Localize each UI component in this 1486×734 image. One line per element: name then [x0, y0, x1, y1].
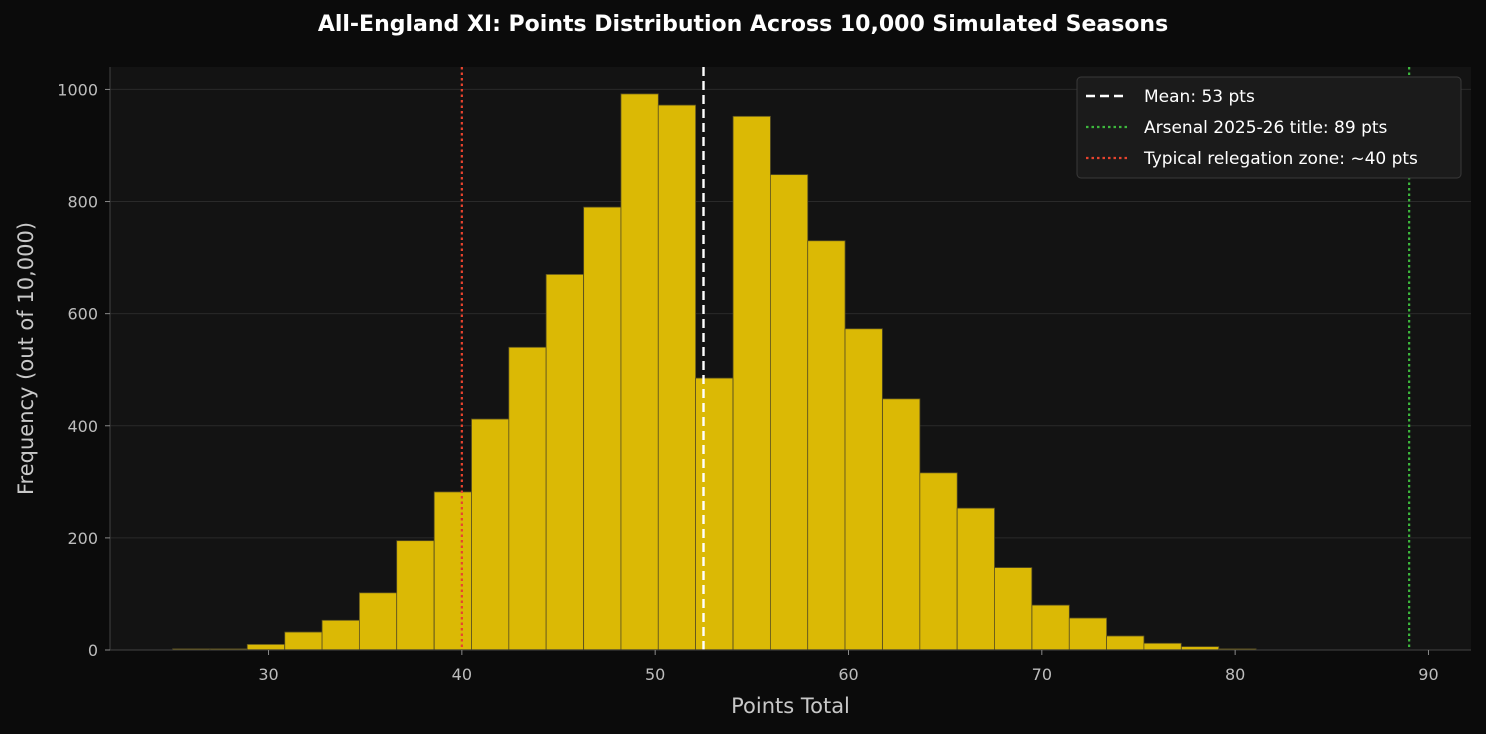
histogram-bar	[732, 115, 771, 651]
y-tick-label: 1000	[57, 80, 98, 99]
x-tick-label: 90	[1418, 665, 1438, 684]
x-axis-ticks: 30 40 50 60 70 80 90	[258, 650, 1439, 684]
histogram-bar	[1143, 642, 1182, 651]
histogram-bar	[769, 174, 809, 651]
histogram-bar	[882, 398, 921, 651]
x-tick-label: 50	[645, 665, 665, 684]
histogram-bar	[246, 643, 286, 651]
axes	[109, 67, 1471, 651]
histogram-bar	[508, 346, 547, 651]
histogram-bar	[657, 104, 697, 651]
histogram-bar	[1068, 617, 1108, 651]
legend-items: Mean: 53 pts Arsenal 2025-26 title: 89 pt…	[1086, 87, 1418, 169]
x-tick-label: 70	[1032, 665, 1052, 684]
histogram-bar	[807, 240, 846, 651]
histogram-bar	[433, 491, 472, 651]
reference-lines	[460, 67, 1411, 650]
chart-title: All-England XI: Points Distribution Acro…	[317, 12, 1169, 37]
y-tick-label: 200	[67, 529, 98, 548]
histogram-bar	[994, 567, 1033, 651]
legend: Mean: 53 pts Arsenal 2025-26 title: 89 pt…	[1076, 76, 1462, 179]
histogram-bars	[172, 93, 1257, 651]
x-tick-label: 60	[838, 665, 858, 684]
histogram-bar	[321, 619, 360, 651]
histogram-bar	[844, 328, 883, 651]
histogram-bar	[695, 377, 734, 651]
legend-label: Arsenal 2025-26 title: 89 pts	[1144, 118, 1388, 138]
histogram-bar	[1031, 604, 1070, 651]
x-axis-title: Points Total	[731, 694, 850, 718]
y-axis-ticks: 0 200 400 600 800 1000	[57, 80, 110, 660]
legend-label: Typical relegation zone: ~40 pts	[1143, 149, 1418, 169]
histogram-bar	[471, 418, 510, 651]
y-tick-label: 600	[67, 305, 98, 324]
legend-label: Mean: 53 pts	[1144, 87, 1255, 107]
y-tick-label: 0	[88, 641, 98, 660]
histogram-bar	[1106, 635, 1145, 651]
histogram-bar	[358, 592, 398, 651]
x-tick-label: 40	[452, 665, 472, 684]
y-tick-label: 800	[67, 193, 98, 212]
y-axis-title: Frequency (out of 10,000)	[14, 222, 38, 495]
histogram-bar	[956, 507, 995, 651]
x-tick-label: 30	[258, 665, 278, 684]
histogram-bar	[919, 472, 958, 651]
y-tick-label: 400	[67, 417, 98, 436]
legend-box	[1076, 76, 1462, 179]
x-tick-label: 80	[1225, 665, 1245, 684]
histogram-bar	[284, 631, 323, 651]
histogram-bar	[545, 274, 584, 651]
histogram-bar	[583, 206, 622, 651]
histogram-bar	[620, 93, 659, 651]
histogram-bar	[396, 540, 435, 651]
